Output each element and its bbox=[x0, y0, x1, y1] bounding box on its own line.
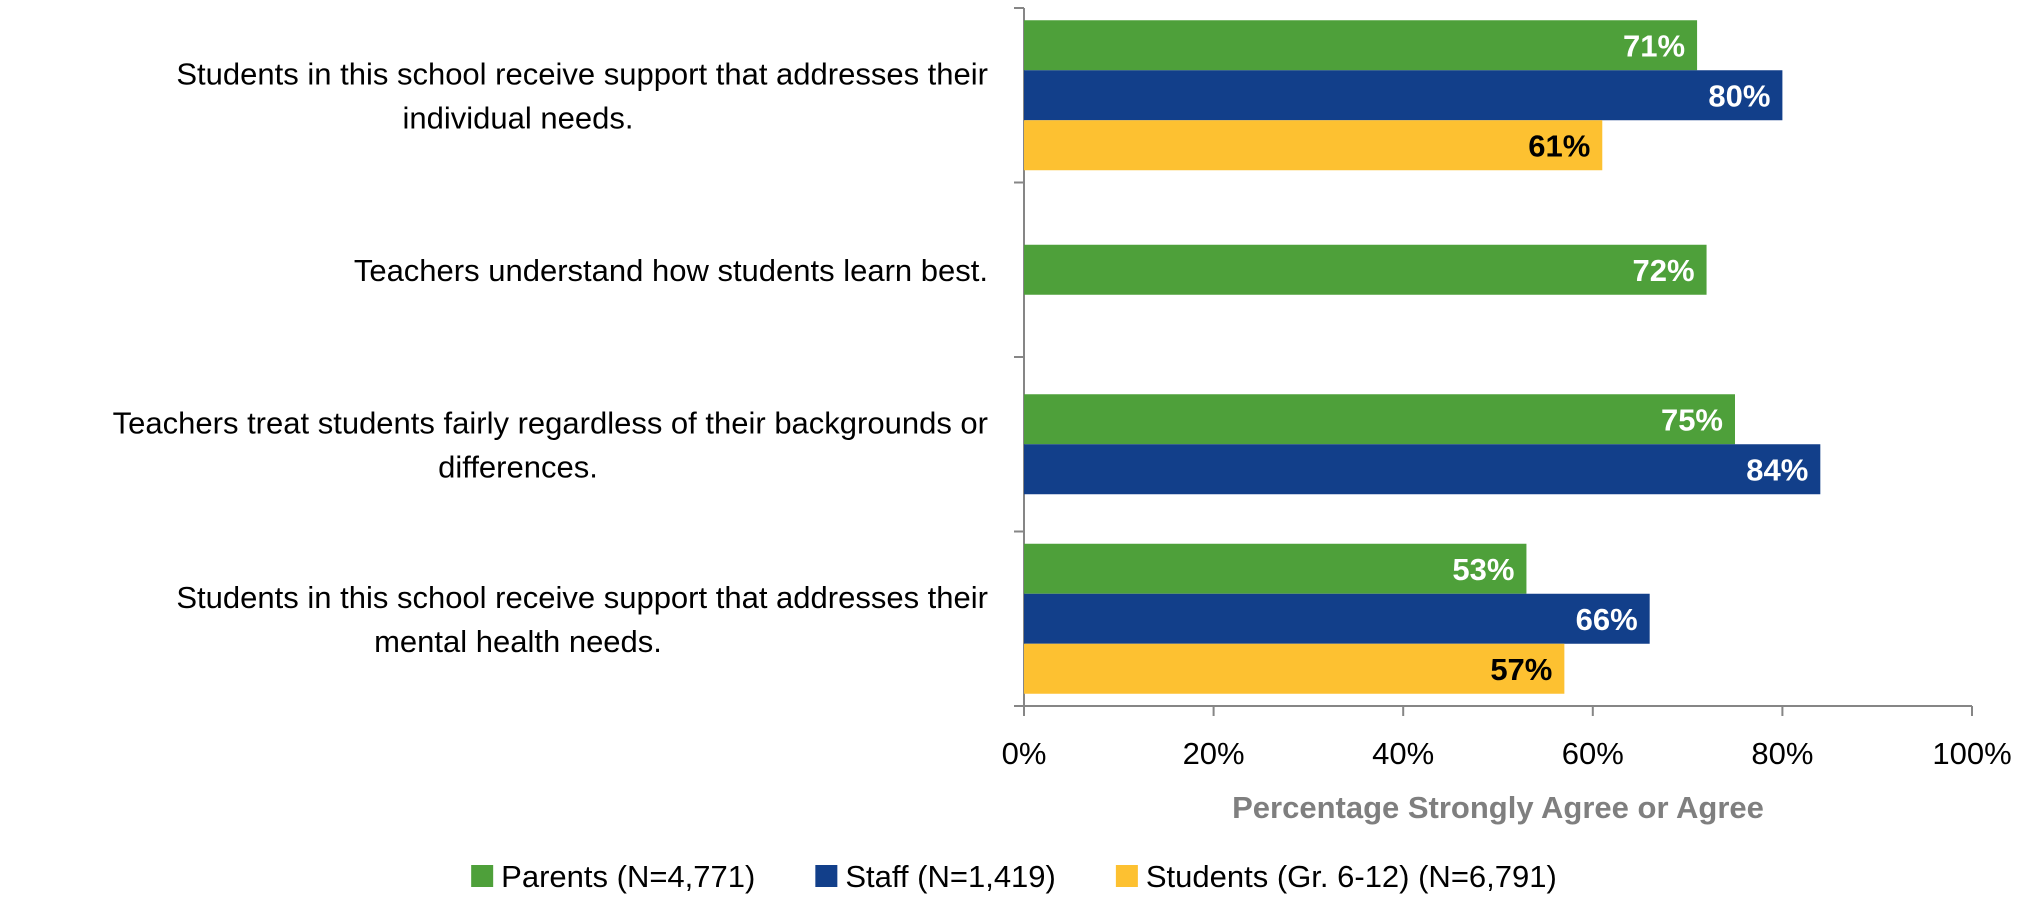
legend-label: Staff (N=1,419) bbox=[845, 859, 1056, 894]
data-label: 75% bbox=[1661, 402, 1723, 437]
x-tick-label: 60% bbox=[1562, 736, 1624, 771]
legend-swatch bbox=[1115, 865, 1138, 887]
bar[interactable] bbox=[1024, 70, 1783, 121]
x-tick-label: 100% bbox=[1932, 736, 2011, 771]
category-label: differences. bbox=[438, 449, 598, 484]
x-tick-label: 80% bbox=[1751, 736, 1813, 771]
bar[interactable] bbox=[1024, 20, 1698, 71]
data-label: 84% bbox=[1746, 452, 1808, 487]
data-label: 53% bbox=[1452, 552, 1514, 587]
data-label: 80% bbox=[1708, 78, 1770, 113]
category-label: Students in this school receive support … bbox=[176, 56, 988, 91]
bar[interactable] bbox=[1024, 394, 1735, 445]
data-label: 61% bbox=[1528, 128, 1590, 163]
bar[interactable] bbox=[1024, 593, 1650, 644]
bar[interactable] bbox=[1024, 444, 1821, 495]
bar[interactable] bbox=[1024, 120, 1603, 171]
category-label: mental health needs. bbox=[374, 624, 662, 659]
category-label: Teachers understand how students learn b… bbox=[354, 253, 988, 288]
x-tick-label: 40% bbox=[1372, 736, 1434, 771]
bar[interactable] bbox=[1024, 643, 1565, 694]
data-label: 71% bbox=[1623, 28, 1685, 63]
category-label: Students in this school receive support … bbox=[176, 580, 988, 615]
data-label: 57% bbox=[1490, 652, 1552, 687]
category-label: individual needs. bbox=[403, 100, 634, 135]
legend-swatch bbox=[815, 865, 838, 887]
x-tick-label: 20% bbox=[1183, 736, 1245, 771]
data-label: 72% bbox=[1633, 253, 1695, 288]
data-label: 66% bbox=[1576, 602, 1638, 637]
category-label: Teachers treat students fairly regardles… bbox=[113, 405, 988, 440]
x-axis-title: Percentage Strongly Agree or Agree bbox=[1232, 790, 1764, 825]
legend-label: Students (Gr. 6-12) (N=6,791) bbox=[1146, 859, 1557, 894]
bar[interactable] bbox=[1024, 543, 1527, 594]
legend-swatch bbox=[471, 865, 494, 887]
x-tick-label: 0% bbox=[1002, 736, 1047, 771]
legend-label: Parents (N=4,771) bbox=[501, 859, 755, 894]
bar[interactable] bbox=[1024, 244, 1707, 295]
